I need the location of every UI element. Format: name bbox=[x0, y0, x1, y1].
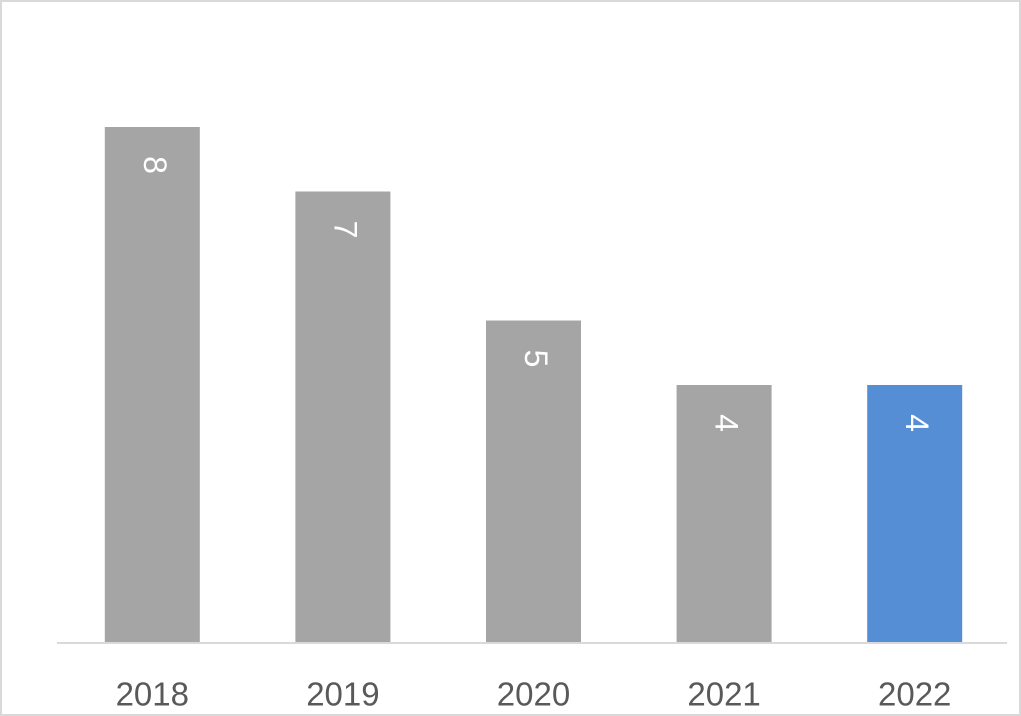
x-tick-label: 2019 bbox=[306, 676, 379, 713]
x-tick-label: 2020 bbox=[497, 676, 570, 713]
data-label: 4 bbox=[899, 414, 935, 432]
bar bbox=[676, 385, 772, 643]
bar bbox=[295, 191, 391, 643]
x-tick-label: 2022 bbox=[878, 676, 951, 713]
data-label: 8 bbox=[137, 156, 173, 174]
bar bbox=[867, 385, 963, 643]
data-label: 4 bbox=[709, 414, 745, 432]
bar bbox=[104, 127, 200, 643]
data-label: 5 bbox=[518, 350, 554, 368]
bar bbox=[486, 320, 581, 643]
x-tick-label: 2021 bbox=[687, 676, 760, 713]
x-tick-label: 2018 bbox=[116, 676, 189, 713]
data-label: 7 bbox=[327, 221, 363, 239]
